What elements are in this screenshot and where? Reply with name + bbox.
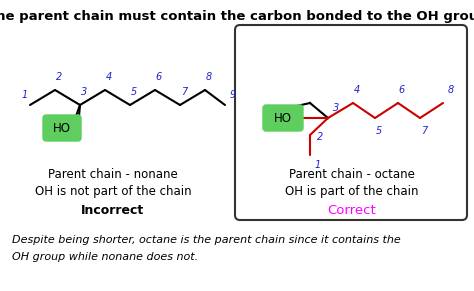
Text: 4: 4 [354, 85, 360, 95]
Text: OH is not part of the chain: OH is not part of the chain [35, 185, 191, 198]
Text: 5: 5 [376, 126, 382, 136]
FancyBboxPatch shape [263, 105, 303, 131]
Text: 3: 3 [81, 87, 87, 97]
Text: 6: 6 [399, 85, 405, 95]
Text: 4: 4 [106, 72, 112, 82]
Text: 5: 5 [131, 87, 137, 97]
Text: 3: 3 [333, 103, 339, 113]
Text: Incorrect: Incorrect [82, 203, 145, 217]
Text: 7: 7 [421, 126, 427, 136]
Text: 6: 6 [156, 72, 162, 82]
Text: Parent chain - nonane: Parent chain - nonane [48, 168, 178, 182]
Text: HO: HO [274, 111, 292, 125]
Text: OH is part of the chain: OH is part of the chain [285, 185, 419, 198]
Text: 8: 8 [448, 85, 454, 95]
Text: 2: 2 [56, 72, 62, 82]
Text: Correct: Correct [328, 203, 376, 217]
Text: 1: 1 [22, 90, 28, 100]
FancyBboxPatch shape [235, 25, 467, 220]
Text: 2: 2 [317, 132, 323, 142]
Text: 8: 8 [206, 72, 212, 82]
Text: The parent chain must contain the carbon bonded to the OH group: The parent chain must contain the carbon… [0, 10, 474, 23]
Text: 7: 7 [181, 87, 187, 97]
Text: Parent chain - octane: Parent chain - octane [289, 168, 415, 182]
Text: 9: 9 [230, 90, 236, 100]
Text: 1: 1 [315, 160, 321, 170]
Text: Despite being shorter, octane is the parent chain since it contains the: Despite being shorter, octane is the par… [12, 235, 401, 245]
Text: HO: HO [53, 122, 71, 134]
FancyBboxPatch shape [43, 115, 81, 141]
Text: OH group while nonane does not.: OH group while nonane does not. [12, 252, 198, 262]
